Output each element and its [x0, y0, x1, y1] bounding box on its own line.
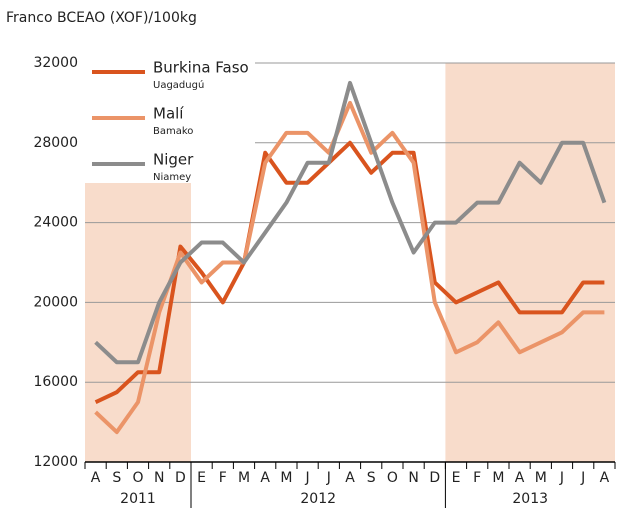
legend-label: Niger	[153, 151, 194, 169]
legend-label: Burkina Faso	[153, 59, 249, 77]
x-tick-label: S	[367, 470, 376, 486]
x-group-label: 2012	[300, 491, 336, 507]
legend-sublabel: Niamey	[153, 172, 191, 183]
x-tick-label: A	[515, 470, 525, 486]
legend-label: Malí	[153, 105, 184, 123]
y-tick-label: 12000	[33, 454, 78, 470]
year-shade	[445, 63, 615, 462]
series-line	[94, 80, 607, 365]
year-shade	[85, 183, 191, 462]
x-tick-label: D	[429, 470, 440, 486]
x-tick-label: F	[473, 470, 481, 486]
x-tick-label: D	[175, 470, 186, 486]
x-group-label: 2011	[120, 491, 156, 507]
x-tick-label: A	[600, 470, 610, 486]
y-axis-label: Franco BCEAO (XOF)/100kg	[6, 10, 197, 26]
x-tick-label: A	[260, 470, 270, 486]
y-tick-label: 24000	[33, 215, 78, 231]
series-line	[94, 100, 605, 435]
y-tick-label: 32000	[33, 55, 78, 71]
legend-sublabel: Bamako	[153, 126, 193, 137]
y-tick-label: 28000	[33, 135, 78, 151]
x-tick-label: A	[91, 470, 101, 486]
y-tick-label: 16000	[33, 374, 78, 390]
x-tick-label: N	[154, 470, 164, 486]
x-tick-label: J	[580, 470, 585, 486]
x-tick-label: M	[535, 470, 547, 486]
x-tick-label: F	[219, 470, 227, 486]
x-tick-label: M	[238, 470, 250, 486]
x-tick-label: O	[132, 470, 143, 486]
x-tick-label: A	[345, 470, 355, 486]
x-tick-label: J	[326, 470, 331, 486]
x-tick-label: J	[305, 470, 310, 486]
y-tick-label: 20000	[33, 294, 78, 310]
x-group-label: 2013	[512, 491, 548, 507]
series-line	[94, 140, 605, 404]
x-tick-label: J	[559, 470, 564, 486]
x-tick-label: M	[492, 470, 504, 486]
x-tick-label: M	[280, 470, 292, 486]
legend-sublabel: Uagadugú	[153, 79, 204, 91]
x-tick-label: S	[112, 470, 121, 486]
x-tick-label: E	[452, 470, 461, 486]
x-tick-label: O	[387, 470, 398, 486]
x-tick-label: N	[408, 470, 418, 486]
x-tick-label: E	[197, 470, 206, 486]
